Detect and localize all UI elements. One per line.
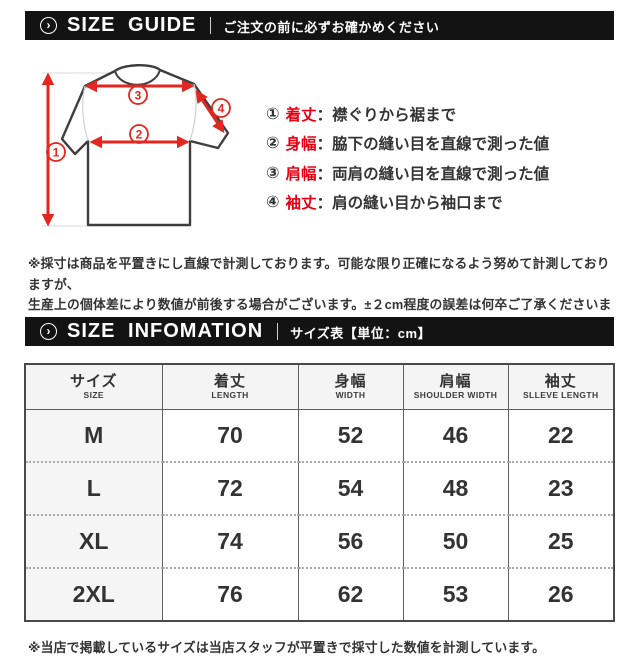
legend-term: 肩幅 — [285, 165, 317, 183]
size-cell: 2XL — [25, 567, 162, 621]
size-row-m: M 70 52 46 22 — [25, 409, 614, 462]
sleeve-cell: 23 — [507, 461, 614, 515]
size-guide-subtitle: ご注文の前に必ずお確かめください — [223, 19, 440, 35]
size-row-xl: XL 74 56 50 25 — [25, 514, 614, 568]
tshirt-diagram-svg: 1 2 3 4 — [41, 64, 231, 227]
size-cell: L — [25, 461, 162, 515]
size-cell: M — [25, 409, 162, 462]
size-cell: XL — [25, 514, 162, 568]
measurement-note-line1: ※採寸は商品を平置きにし直線で計測しております。可能な限り正確になるよう努めて計… — [28, 256, 610, 292]
sleeve-cell: 22 — [507, 409, 614, 462]
length-cell: 72 — [161, 461, 298, 515]
tshirt-measurement-diagram: 1 2 3 4 — [25, 57, 255, 242]
col-header-jp: 身幅 — [334, 373, 367, 391]
legend-num: ① — [266, 105, 280, 123]
col-header-jp: サイズ — [69, 373, 118, 391]
legend-item-length: ① 着丈 ：襟ぐりから裾まで — [266, 99, 549, 129]
left-sleeve-seam — [82, 85, 89, 142]
legend-desc: ：襟ぐりから裾まで — [316, 106, 457, 124]
col-header-en: SIZE — [83, 390, 104, 401]
legend-num: ② — [266, 135, 280, 153]
label-1: 1 — [53, 146, 60, 160]
size-infomation-subtitle: サイズ表【単位：cm】 — [290, 325, 432, 341]
header-divider — [210, 17, 212, 34]
width-cell: 52 — [297, 409, 403, 462]
width-cell: 56 — [297, 514, 403, 568]
legend-num: ④ — [266, 194, 280, 212]
col-header-sleeve: 袖丈 SLLEVE LENGTH — [507, 364, 614, 410]
shoulder-cell: 46 — [402, 409, 508, 462]
legend-term: 着丈 — [285, 106, 317, 124]
size-table: サイズ SIZE 着丈 LENGTH 身幅 WIDTH 肩幅 SHOULDER … — [24, 363, 615, 622]
col-header-jp: 着丈 — [213, 373, 246, 391]
legend-term: 袖丈 — [285, 195, 317, 213]
measurement-legend: ① 着丈 ：襟ぐりから裾まで ② 身幅 ：脇下の縫い目を直線で測った値 ③ 肩幅… — [266, 99, 549, 217]
size-table-header-row: サイズ SIZE 着丈 LENGTH 身幅 WIDTH 肩幅 SHOULDER … — [25, 364, 614, 410]
col-header-jp: 肩幅 — [439, 373, 472, 391]
label-3: 3 — [135, 89, 142, 103]
legend-item-width: ② 身幅 ：脇下の縫い目を直線で測った値 — [266, 129, 549, 159]
legend-num: ③ — [266, 164, 280, 182]
sleeve-cell: 25 — [507, 514, 614, 568]
legend-desc: ：両肩の縫い目を直線で測った値 — [316, 165, 550, 183]
size-guide-header-bar: › SIZE GUIDE ご注文の前に必ずお確かめください — [25, 11, 614, 40]
col-header-en: SLLEVE LENGTH — [522, 390, 599, 401]
col-header-size: サイズ SIZE — [25, 364, 162, 410]
length-cell: 70 — [161, 409, 298, 462]
col-header-en: SHOULDER WIDTH — [413, 390, 498, 401]
circle-arrow-icon: › — [40, 17, 57, 34]
col-header-jp: 袖丈 — [544, 373, 577, 391]
size-row-l: L 72 54 48 23 — [25, 461, 614, 515]
col-header-shoulder: 肩幅 SHOULDER WIDTH — [402, 364, 508, 410]
sleeve-cell: 26 — [507, 567, 614, 621]
size-guide-title: SIZE GUIDE — [67, 14, 197, 36]
measure-arrows — [41, 72, 225, 227]
label-2: 2 — [136, 128, 143, 142]
right-sleeve-seam — [189, 83, 197, 142]
length-cell: 76 — [161, 567, 298, 621]
legend-item-shoulder: ③ 肩幅 ：両肩の縫い目を直線で測った値 — [266, 158, 549, 188]
shoulder-cell: 48 — [402, 461, 508, 515]
legend-item-sleeve: ④ 袖丈 ：肩の縫い目から袖口まで — [266, 188, 549, 218]
length-cell: 74 — [161, 514, 298, 568]
width-cell: 62 — [297, 567, 403, 621]
shoulder-cell: 50 — [402, 514, 508, 568]
legend-desc: ：脇下の縫い目を直線で測った値 — [316, 136, 550, 154]
size-infomation-title: SIZE INFOMATION — [67, 320, 264, 342]
col-header-en: LENGTH — [211, 390, 249, 401]
col-header-en: WIDTH — [335, 390, 366, 401]
circle-arrow-icon: › — [40, 323, 57, 340]
col-header-length: 着丈 LENGTH — [161, 364, 298, 410]
sleeve-arrow — [195, 89, 225, 134]
header-divider — [277, 323, 279, 340]
col-header-width: 身幅 WIDTH — [297, 364, 403, 410]
label-4: 4 — [218, 102, 225, 116]
legend-desc: ：肩の縫い目から袖口まで — [316, 195, 503, 213]
width-cell: 54 — [297, 461, 403, 515]
shop-measurement-note: ※当店で掲載しているサイズは当店スタッフが平置きで採寸した数値を計測しています。 — [28, 640, 546, 655]
size-infomation-header-bar: › SIZE INFOMATION サイズ表【単位：cm】 — [25, 317, 614, 346]
measurement-note: ※採寸は商品を平置きにし直線で計測しております。可能な限り正確になるよう努めて計… — [28, 254, 616, 336]
size-row-2xl: 2XL 76 62 53 26 — [25, 567, 614, 621]
legend-term: 身幅 — [285, 136, 317, 154]
shoulder-cell: 53 — [402, 567, 508, 621]
